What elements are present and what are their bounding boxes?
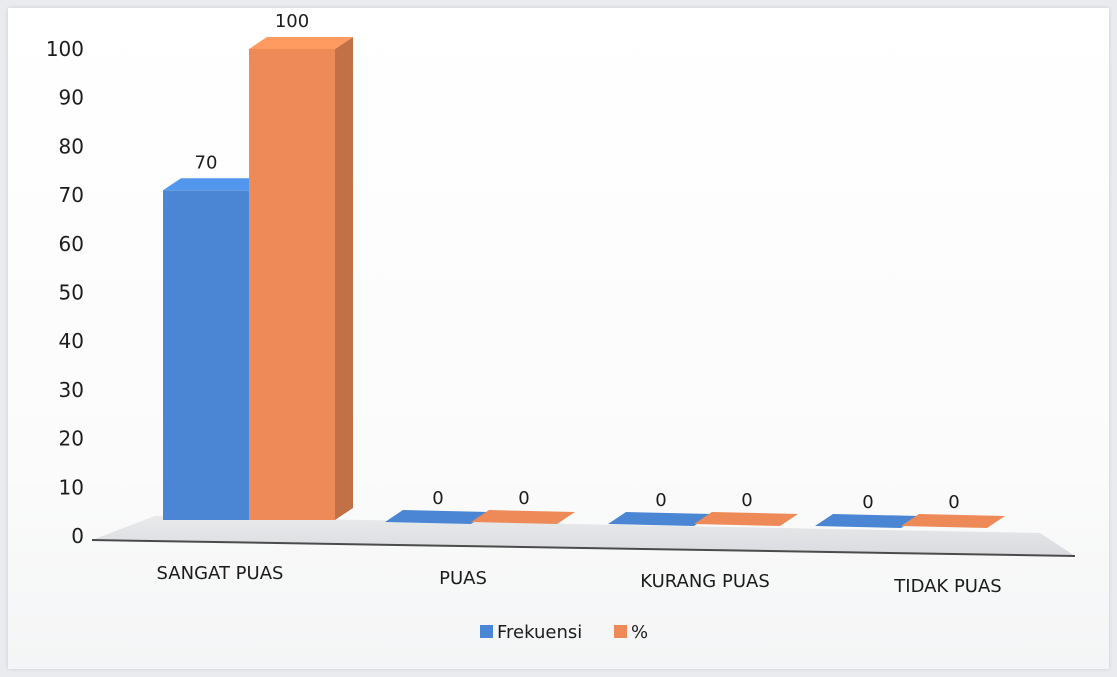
data-label: 70 [195, 152, 218, 173]
bar-top [163, 178, 267, 191]
data-label: 0 [655, 490, 666, 511]
y-tick-label: 10 [59, 475, 84, 499]
y-tick-label: 60 [59, 232, 84, 256]
y-tick-label: 0 [71, 524, 84, 548]
data-label: 100 [275, 11, 309, 32]
bar-zero [901, 514, 1005, 528]
category-label: PUAS [439, 568, 487, 589]
bar-top [249, 37, 353, 49]
legend-swatch [480, 625, 493, 638]
bar-zero [694, 512, 798, 526]
y-tick-label: 50 [59, 281, 84, 305]
bar-zero [385, 510, 489, 524]
bar-zero [471, 510, 575, 524]
category-label: TIDAK PUAS [893, 576, 1001, 597]
data-label: 0 [741, 490, 752, 511]
y-tick-label: 40 [59, 329, 84, 353]
x-axis-line [91, 539, 1076, 557]
data-label: 0 [518, 488, 529, 509]
y-tick-label: 20 [59, 427, 84, 451]
bar-side [335, 37, 353, 520]
chart-floor [92, 516, 1075, 556]
data-label: 0 [948, 492, 959, 513]
y-tick-label: 90 [59, 86, 84, 110]
y-tick-label: 30 [59, 378, 84, 402]
category-label: KURANG PUAS [640, 571, 770, 592]
y-tick-label: 100 [46, 37, 84, 61]
bar-front [249, 49, 335, 520]
data-label: 0 [862, 492, 873, 513]
data-label: 0 [432, 488, 443, 509]
y-tick-label: 70 [59, 183, 84, 207]
bar-zero [608, 512, 712, 526]
legend-label: Frekuensi [497, 622, 582, 643]
bar-zero [815, 514, 919, 528]
y-tick-label: 80 [59, 134, 84, 158]
category-label: SANGAT PUAS [157, 563, 284, 584]
legend-swatch [614, 625, 627, 638]
bar-front [163, 190, 249, 521]
legend-label: % [631, 622, 648, 643]
